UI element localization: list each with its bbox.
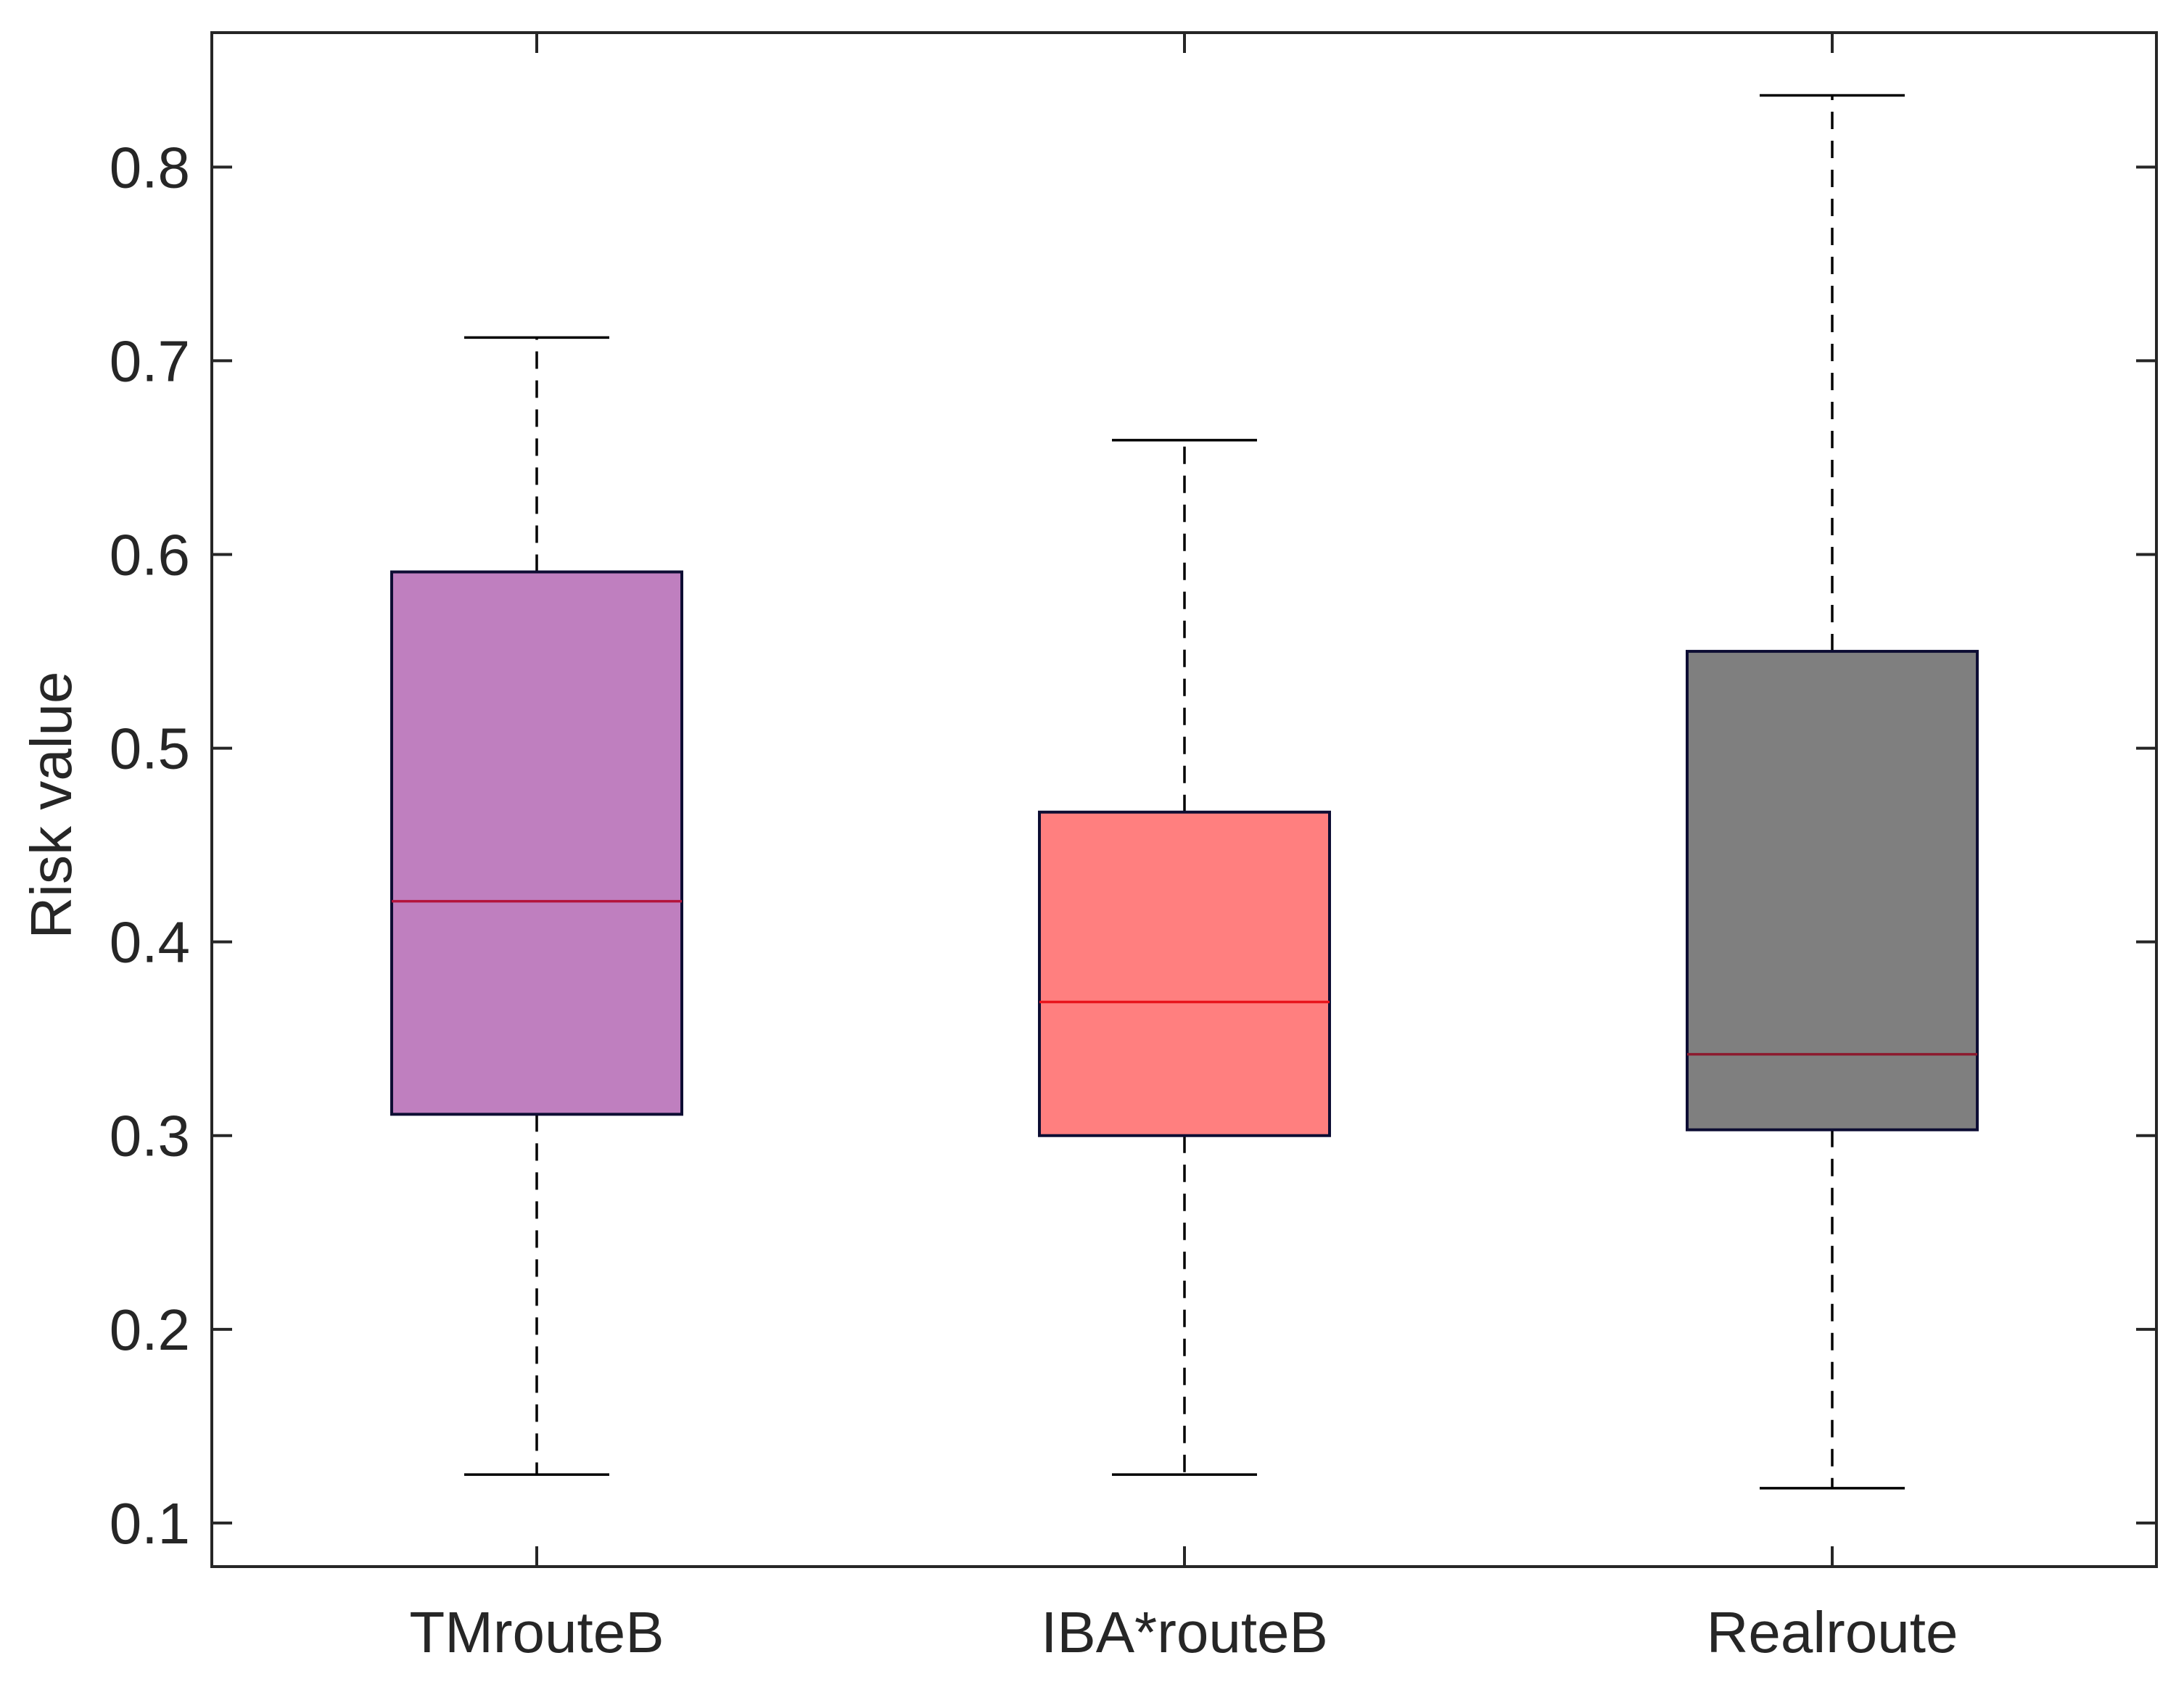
y-axis-label: Risk value	[19, 671, 83, 939]
box-group-iba-routeb	[1038, 439, 1331, 1476]
y-tick-label: 0.1	[110, 1491, 190, 1556]
x-tick-label: Realroute	[1707, 1600, 1958, 1665]
y-tick-label: 0.6	[110, 523, 190, 587]
y-tick-label: 0.2	[110, 1298, 190, 1362]
labels-layer: TMrouteB IBA*routeB Realroute 0.1 0.2 0.3 0.4 0…	[110, 135, 1958, 1665]
y-tick-label: 0.3	[110, 1104, 190, 1168]
x-tick-label: IBA*routeB	[1041, 1600, 1328, 1665]
box-group-realroute	[1686, 94, 1979, 1490]
iqr-box	[1038, 810, 1331, 1137]
x-tick-label: TMrouteB	[409, 1600, 664, 1665]
y-tick-label: 0.7	[110, 329, 190, 393]
iqr-box	[390, 570, 683, 1116]
box-group-tmrouteb	[390, 336, 683, 1476]
ticks-layer	[212, 33, 2156, 1567]
y-tick-label: 0.4	[110, 910, 190, 975]
y-tick-label: 0.8	[110, 135, 190, 199]
iqr-box	[1686, 650, 1979, 1131]
y-tick-label: 0.5	[110, 717, 190, 781]
axes-frame	[210, 31, 2158, 1568]
boxes-layer	[390, 94, 1979, 1490]
